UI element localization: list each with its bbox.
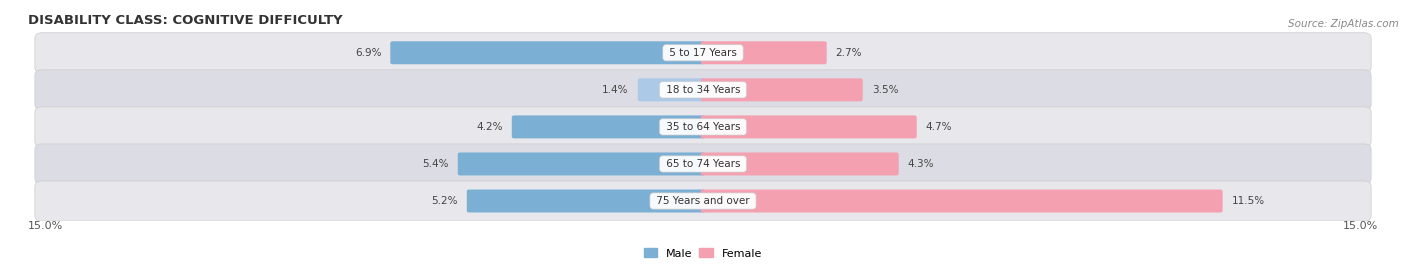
FancyBboxPatch shape [700,41,827,64]
Text: 18 to 34 Years: 18 to 34 Years [662,85,744,95]
Text: 11.5%: 11.5% [1232,196,1265,206]
Text: 6.9%: 6.9% [354,48,381,58]
FancyBboxPatch shape [700,78,863,101]
Text: 5 to 17 Years: 5 to 17 Years [666,48,740,58]
Text: 4.2%: 4.2% [477,122,503,132]
FancyBboxPatch shape [700,153,898,176]
Text: 4.7%: 4.7% [925,122,952,132]
FancyBboxPatch shape [35,107,1371,147]
Text: 2.7%: 2.7% [835,48,862,58]
Text: 3.5%: 3.5% [872,85,898,95]
Text: DISABILITY CLASS: COGNITIVE DIFFICULTY: DISABILITY CLASS: COGNITIVE DIFFICULTY [28,14,343,27]
FancyBboxPatch shape [638,78,706,101]
Text: 1.4%: 1.4% [602,85,628,95]
Text: 15.0%: 15.0% [1343,221,1378,231]
Text: 4.3%: 4.3% [908,159,934,169]
FancyBboxPatch shape [35,144,1371,184]
Text: 5.2%: 5.2% [432,196,458,206]
Legend: Male, Female: Male, Female [640,244,766,263]
FancyBboxPatch shape [512,115,706,139]
Text: 35 to 64 Years: 35 to 64 Years [662,122,744,132]
FancyBboxPatch shape [700,115,917,139]
FancyBboxPatch shape [35,33,1371,73]
FancyBboxPatch shape [700,190,1223,212]
FancyBboxPatch shape [467,190,706,212]
Text: 15.0%: 15.0% [28,221,63,231]
Text: 65 to 74 Years: 65 to 74 Years [662,159,744,169]
Text: 5.4%: 5.4% [422,159,449,169]
Text: Source: ZipAtlas.com: Source: ZipAtlas.com [1288,19,1399,29]
Text: 75 Years and over: 75 Years and over [652,196,754,206]
FancyBboxPatch shape [391,41,706,64]
FancyBboxPatch shape [35,70,1371,110]
FancyBboxPatch shape [35,181,1371,221]
FancyBboxPatch shape [458,153,706,176]
